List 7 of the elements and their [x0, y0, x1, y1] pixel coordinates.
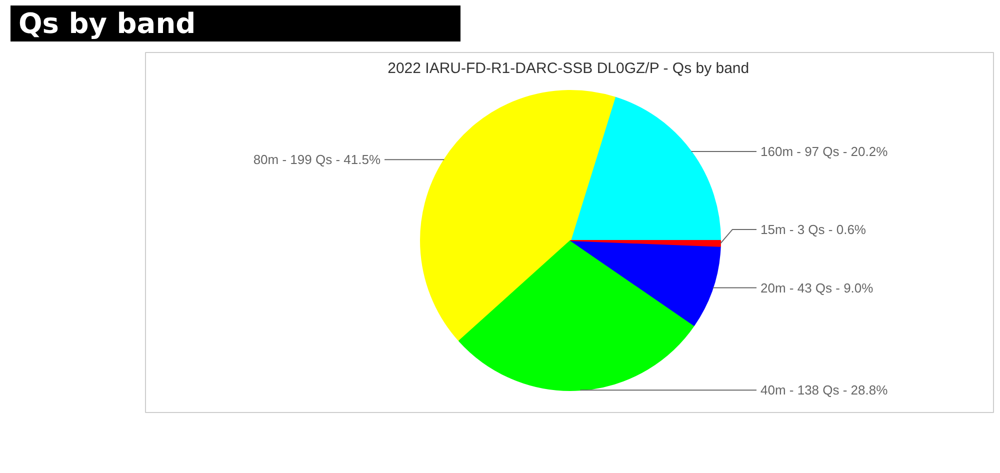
slice-label: 40m - 138 Qs - 28.8% [760, 382, 888, 398]
slice-label: 15m - 3 Qs - 0.6% [760, 222, 866, 237]
slice-label: 80m - 199 Qs - 41.5% [253, 152, 381, 168]
chart-subtitle: 2022 IARU-FD-R1-DARC-SSB DL0GZ/P - Qs by band [388, 60, 750, 77]
slice-label: 20m - 43 Qs - 9.0% [760, 280, 874, 296]
chart-title: Qs by band [18, 7, 196, 40]
slice-label: 160m - 97 Qs - 20.2% [760, 144, 888, 160]
